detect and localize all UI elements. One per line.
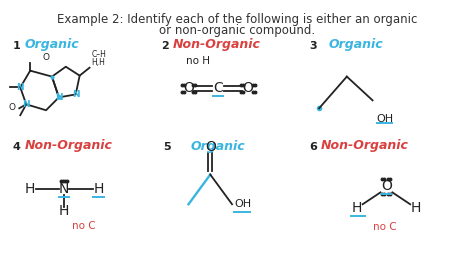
Text: no C: no C (373, 222, 396, 232)
Text: 6: 6 (309, 142, 317, 152)
Text: N: N (17, 83, 24, 92)
Text: OH: OH (376, 114, 393, 124)
Text: O: O (381, 180, 392, 193)
Text: C: C (213, 81, 223, 95)
Text: 1: 1 (12, 41, 20, 51)
Text: or non-organic compound.: or non-organic compound. (159, 24, 315, 37)
Text: C–H: C–H (91, 50, 106, 59)
Text: Non-Organic: Non-Organic (24, 139, 112, 152)
Text: O: O (43, 53, 49, 62)
Text: O: O (242, 81, 253, 95)
Text: 2: 2 (161, 41, 169, 51)
Text: Non-Organic: Non-Organic (321, 139, 409, 152)
Text: N: N (55, 93, 63, 102)
Text: Organic: Organic (24, 38, 79, 51)
Text: O: O (205, 140, 216, 154)
Text: N: N (72, 90, 80, 99)
Text: H: H (59, 204, 69, 218)
Text: no H: no H (185, 56, 210, 66)
Text: N: N (22, 100, 30, 109)
Text: 4: 4 (12, 142, 20, 152)
Text: Organic: Organic (191, 140, 245, 153)
Text: H: H (25, 182, 36, 196)
Text: 3: 3 (309, 41, 317, 51)
Text: H: H (93, 182, 104, 196)
Text: H: H (352, 201, 362, 215)
Text: 5: 5 (163, 142, 171, 152)
Text: Non-Organic: Non-Organic (173, 38, 261, 51)
Text: H,H: H,H (91, 58, 105, 67)
Text: H: H (411, 201, 421, 215)
Text: no C: no C (72, 221, 95, 231)
Text: Example 2: Identify each of the following is either an organic: Example 2: Identify each of the followin… (57, 13, 417, 26)
Text: O: O (9, 103, 16, 112)
Text: N: N (59, 182, 69, 196)
Text: OH: OH (234, 199, 251, 209)
Text: Organic: Organic (329, 38, 383, 51)
Text: O: O (183, 81, 194, 95)
